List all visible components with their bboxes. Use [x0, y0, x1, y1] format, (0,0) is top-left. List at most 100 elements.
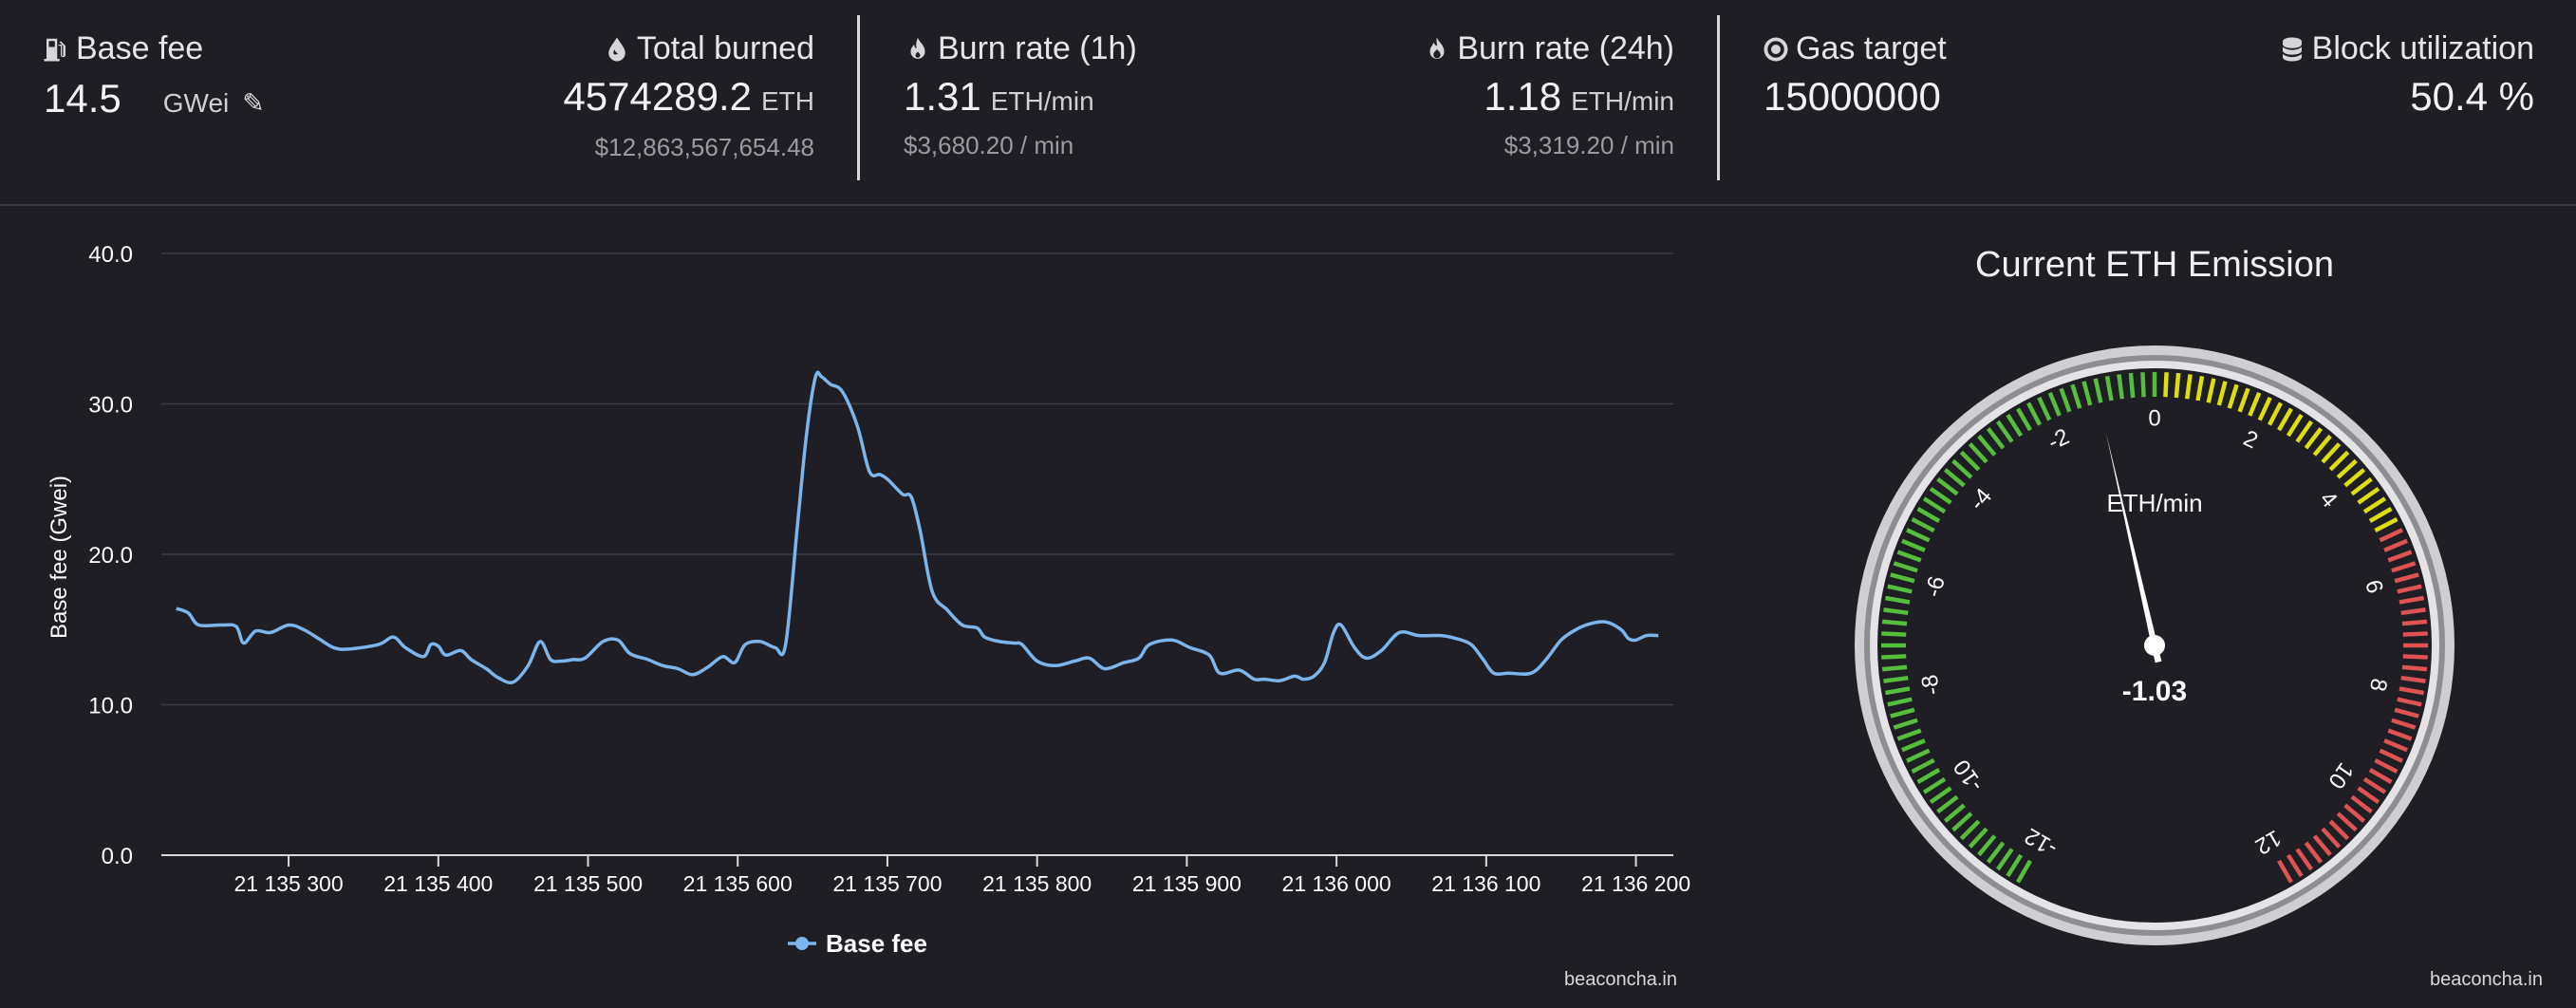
gauge-band-tick [2286, 853, 2304, 878]
gauge-band-tick [1884, 686, 1911, 696]
gauge-pivot [2144, 635, 2165, 656]
x-tick-label: 21 135 800 [982, 871, 1092, 896]
gauge-band-tick [1986, 841, 2006, 864]
gauge-band-tick [2328, 450, 2350, 472]
chart-credit-link[interactable]: beaconcha.in [1564, 969, 1677, 990]
gauge-band-tick [2394, 572, 2419, 584]
gauge-band-tick [2402, 654, 2428, 660]
x-tick-label: 21 135 400 [383, 871, 493, 896]
gauge-band-tick [2037, 397, 2052, 421]
gauge-band-tick [1881, 619, 1908, 626]
edit-icon[interactable]: ✎ [242, 88, 265, 118]
gauge-band-tick [2267, 401, 2283, 426]
gauge-band-tick [2336, 458, 2358, 479]
x-tick-label: 21 135 700 [832, 871, 942, 896]
gauge-band-tick [1881, 631, 1907, 637]
divider [857, 15, 860, 180]
gauge-band-tick [2006, 853, 2024, 878]
gas-target-label: Gas target [1762, 30, 1947, 67]
gauge-band-tick [2397, 584, 2422, 594]
gauge-credit-link[interactable]: beaconcha.in [2430, 969, 2543, 990]
gauge-band-tick [1977, 434, 1997, 457]
gauge-band-tick [2401, 619, 2428, 626]
gauge-band-tick [2163, 372, 2169, 398]
gauge-band-tick [2362, 496, 2387, 514]
gauge-band-tick [2312, 434, 2332, 457]
gauge-band-tick [1911, 757, 1935, 774]
gauge-band-tick [1893, 561, 1918, 573]
gas-target-value: 15000000 [1764, 74, 1941, 119]
y-tick-label: 10.0 [88, 694, 133, 719]
gauge-band-tick [2117, 374, 2125, 400]
gauge-band-tick [2070, 383, 2082, 409]
gauge-band-tick [2140, 372, 2146, 398]
gauge-band-tick [1951, 458, 1973, 479]
gauge-band-tick [2006, 413, 2024, 438]
gauge-band-tick [2047, 392, 2062, 417]
y-tick-label: 20.0 [88, 543, 133, 569]
gauge-band-tick [1936, 476, 1959, 496]
y-tick-label: 0.0 [102, 844, 133, 869]
gauge-band-tick [2295, 420, 2314, 443]
y-axis: 0.0 10.0 20.0 30.0 40.0 [88, 242, 133, 869]
gauge-band-tick [2286, 413, 2304, 438]
gauge-band-tick [1896, 550, 1922, 563]
gauge-band-tick [1943, 468, 1966, 488]
gauge-band-tick [1896, 728, 1922, 741]
gauge-band-tick [1943, 803, 1966, 823]
gauge-band-tick [2343, 468, 2366, 488]
y-axis-label: Base fee (Gwei) [47, 476, 72, 639]
gauge-band-tick [2399, 686, 2425, 696]
gauge-band-tick [2374, 517, 2399, 533]
total-burned-value: 4574289.2 ETH [563, 74, 814, 119]
legend[interactable]: Base fee [788, 929, 927, 958]
gauge-band-tick [2374, 757, 2399, 774]
gauge-band-tick [2195, 375, 2205, 401]
gauge-band-tick [2328, 819, 2350, 841]
gauge-band-tick [2397, 697, 2422, 707]
gauge-band-tick [2400, 675, 2426, 683]
gauge-title: Current ETH Emission [1975, 245, 2334, 285]
burn-rate-24h-value: 1.18 ETH/min [1484, 74, 1674, 119]
base-fee-value: 14.5 GWei ✎ [44, 76, 265, 121]
gauge-band-tick [1936, 794, 1959, 814]
base-fee-chart[interactable]: 0.0 10.0 20.0 30.0 40.0 21 135 300 21 135 400… [0, 206, 1708, 1008]
gauge-band-tick [2401, 664, 2428, 672]
gauge-band-tick [2277, 859, 2293, 884]
gauge-band-tick [2350, 476, 2373, 496]
gauge-band-tick [2383, 538, 2408, 552]
burn-rate-24h-label: Burn rate (24h) [1423, 30, 1674, 67]
gauge-band-tick [1922, 496, 1947, 514]
gauge-band-tick [2304, 841, 2324, 864]
gauge-band-tick [1916, 768, 1941, 784]
gauge-band-tick [1890, 707, 1915, 719]
gauge-band-tick [1995, 420, 2014, 443]
chart-series [176, 370, 1659, 684]
gauge-band-tick [2206, 378, 2216, 403]
legend-item-base-fee[interactable]: Base fee [826, 929, 927, 958]
y-tick-label: 40.0 [88, 242, 133, 268]
gauge-band-tick [2248, 392, 2262, 417]
fire-icon [910, 37, 925, 59]
gauge-band-tick [1929, 486, 1952, 505]
gauge-band-tick [2026, 401, 2043, 426]
gauge-tick-label: -8 [1916, 673, 1945, 698]
x-tick-label: 21 135 500 [533, 871, 643, 896]
total-burned-usd: $12,863,567,654.48 [594, 133, 814, 161]
gauge-band-tick [2321, 442, 2342, 464]
x-axis: 21 135 300 21 135 400 21 135 500 21 135 600… [234, 855, 1690, 896]
gauge-band-tick [1977, 834, 1997, 857]
legend-marker [795, 937, 809, 950]
gauge-band-tick [2304, 427, 2324, 450]
gauge-band-tick [1922, 776, 1947, 794]
gauge-band-tick [2016, 407, 2032, 432]
gauge-band-tick [2081, 381, 2093, 406]
gauge-band-tick [1906, 748, 1931, 763]
gauge-band-tick [2227, 383, 2239, 409]
x-tick-label: 21 135 600 [683, 871, 793, 896]
gauge-band-tick [2174, 372, 2181, 399]
gauge-band-tick [2379, 748, 2403, 763]
x-tick-label: 21 136 000 [1282, 871, 1391, 896]
gauge-band-tick [1959, 819, 1981, 841]
gauge-band-tick [2350, 794, 2373, 814]
